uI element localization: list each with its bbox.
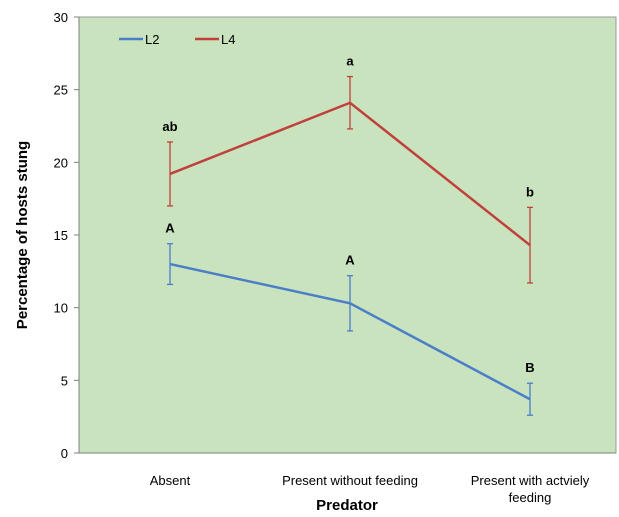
plot-area [78, 16, 617, 454]
y-tick-label: 15 [54, 228, 68, 243]
y-axis-title: Percentage of hosts stung [14, 141, 31, 329]
significance-label: A [345, 253, 355, 268]
significance-label: B [525, 360, 534, 375]
legend-label-l2: L2 [145, 32, 159, 47]
significance-label: b [526, 184, 534, 199]
x-axis-title: Predator [316, 497, 378, 514]
significance-label: ab [162, 119, 177, 134]
y-tick-label: 30 [54, 10, 68, 25]
significance-label: a [346, 54, 354, 69]
y-tick-label: 10 [54, 301, 68, 316]
y-tick-label: 20 [54, 155, 68, 170]
legend-label-l4: L4 [221, 32, 235, 47]
significance-label: A [165, 221, 175, 236]
y-tick-label: 0 [61, 446, 68, 461]
x-tick-label: Present without feeding [282, 473, 418, 488]
y-tick-label: 25 [54, 83, 68, 98]
x-tick-label: Present with actviely feeding [471, 473, 590, 505]
x-tick-label: Absent [150, 473, 191, 488]
y-tick-label: 5 [61, 373, 68, 388]
